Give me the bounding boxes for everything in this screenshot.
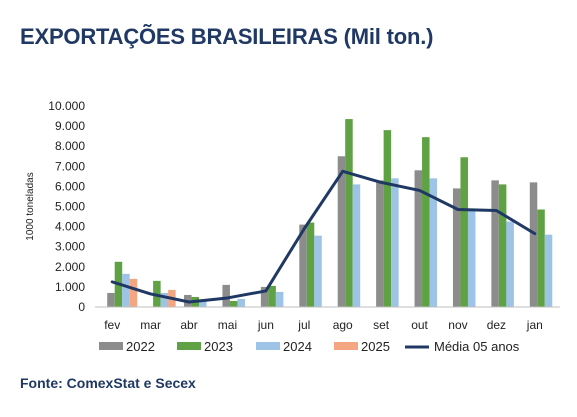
- bar-2024-dez: [506, 221, 514, 307]
- bar-2022-set: [376, 180, 384, 307]
- legend-label: 2023: [204, 339, 233, 354]
- bar-2022-ago: [337, 156, 346, 307]
- legend-swatch-2023: [177, 342, 201, 350]
- y-tick-label: 10.000: [48, 99, 85, 113]
- x-tick-label: jun: [257, 318, 274, 332]
- bar-2024-out: [429, 178, 438, 307]
- bar-2023-jul: [306, 222, 315, 307]
- y-tick-label: 2.000: [55, 260, 85, 274]
- x-axis: fev mar abr mai jun jul ago set out nov dez jan: [95, 306, 560, 332]
- average-line-group: [110, 169, 537, 304]
- bar-2022-jul: [299, 224, 307, 307]
- bar-2024-fev: [122, 273, 130, 307]
- x-tick-label: abr: [180, 318, 197, 332]
- bar-2022-out: [414, 170, 423, 307]
- y-tick-label: 5.000: [55, 200, 85, 214]
- bar-2024-jul: [314, 235, 322, 307]
- y-axis: 0 1.000 2.000 3.000 4.000 5.000 6.000 7.000 8.00…: [25, 99, 85, 314]
- bar-2024-mai: [237, 298, 245, 307]
- x-tick-label: out: [411, 318, 428, 332]
- bar-2024-mar: [160, 292, 169, 307]
- legend: 2022 2023 2024 2025 Média 05 anos: [99, 339, 520, 354]
- bar-2023-jan: [537, 209, 545, 307]
- y-tick-label: 6.000: [55, 179, 85, 193]
- bar-2024-abr: [199, 299, 207, 307]
- source-note: Fonte: ComexStat e Secex: [20, 375, 196, 391]
- legend-label: 2022: [126, 339, 155, 354]
- bar-2024-set: [391, 178, 399, 307]
- x-tick-label: jul: [297, 318, 310, 332]
- bar-2024-jan: [544, 234, 553, 307]
- x-tick-label: fev: [104, 318, 120, 332]
- legend-label: Média 05 anos: [434, 339, 520, 354]
- page-title: EXPORTAÇÕES BRASILEIRAS (Mil ton.): [20, 24, 434, 49]
- bar-2023-set: [383, 130, 392, 307]
- legend-swatch-2025: [334, 342, 358, 350]
- bar-2023-mai: [229, 300, 238, 307]
- bar-2024-ago: [352, 184, 361, 307]
- y-tick-label: 3.000: [55, 240, 85, 254]
- bar-2022-dez: [491, 180, 499, 307]
- bar-2022-mai: [222, 284, 230, 307]
- bar-2022-nov: [452, 188, 461, 307]
- legend-label: 2024: [283, 339, 312, 354]
- x-tick-label: jan: [526, 318, 543, 332]
- y-tick-label: 1.000: [55, 280, 85, 294]
- bar-2025-fev: [129, 278, 138, 307]
- legend-label: 2025: [361, 339, 390, 354]
- bar-2022-jan: [529, 182, 538, 307]
- bars-group: [107, 119, 553, 307]
- y-tick-label: 4.000: [55, 220, 85, 234]
- x-tick-label: ago: [333, 318, 353, 332]
- bar-2022-jun: [260, 286, 269, 307]
- y-tick-label: 0: [78, 300, 85, 314]
- x-tick-label: dez: [487, 318, 506, 332]
- bar-2023-jun: [268, 285, 276, 307]
- legend-swatch-2022: [99, 342, 123, 350]
- x-tick-label: mai: [218, 318, 237, 332]
- bar-2023-out: [422, 137, 430, 307]
- bar-2022-fev: [107, 292, 115, 307]
- x-tick-label: mar: [140, 318, 161, 332]
- x-tick-label: set: [373, 318, 390, 332]
- x-tick-label: nov: [448, 318, 467, 332]
- bar-2023-dez: [498, 184, 507, 307]
- bar-2023-ago: [345, 119, 353, 307]
- y-tick-label: 7.000: [55, 159, 85, 173]
- legend-swatch-2024: [256, 342, 280, 350]
- bar-2023-nov: [460, 157, 468, 307]
- y-tick-label: 8.000: [55, 139, 85, 153]
- bar-2024-nov: [467, 209, 476, 307]
- bar-2024-jun: [275, 291, 284, 307]
- y-tick-label: 9.000: [55, 119, 85, 133]
- line-media-05-anos: [110, 169, 537, 304]
- y-axis-label: 1000 toneladas: [25, 172, 36, 240]
